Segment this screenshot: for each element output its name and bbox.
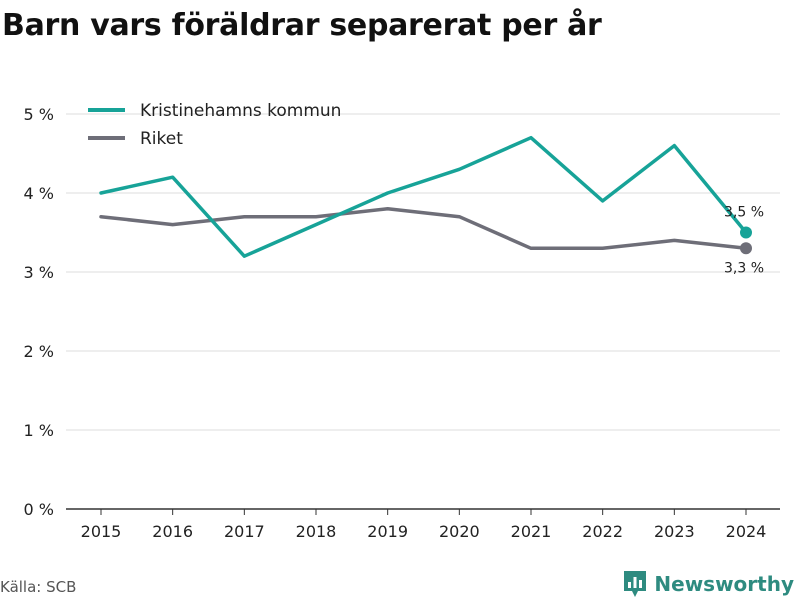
x-axis (66, 508, 780, 515)
y-tick-label: 1 % (24, 421, 54, 440)
brand-name: Newsworthy (654, 572, 794, 596)
x-tick-label: 2023 (654, 522, 695, 541)
x-tick-label: 2017 (224, 522, 265, 541)
x-tick-label: 2024 (726, 522, 767, 541)
end-value-label: 3,5 % (724, 205, 764, 221)
newsworthy-logo-icon (624, 571, 647, 597)
series-endpoints: 3,5 % 3,3 % (724, 205, 764, 277)
x-tick-label: 2020 (439, 522, 480, 541)
x-tick-label: 2019 (367, 522, 408, 541)
grid-lines (66, 113, 780, 431)
end-value-label: 3,3 % (724, 260, 764, 276)
x-tick-label: 2015 (81, 522, 122, 541)
legend: Kristinehamns kommun Riket (88, 101, 341, 149)
series-line-0 (99, 135, 748, 258)
y-tick-label: 0 % (24, 500, 54, 519)
legend-label: Kristinehamns kommun (140, 101, 341, 121)
y-tick-label: 3 % (24, 263, 54, 282)
x-tick-label: 2021 (511, 522, 552, 541)
x-tick-label: 2018 (296, 522, 337, 541)
y-tick-label: 5 % (24, 105, 54, 124)
y-axis-tick-labels: 0 % 1 % 2 % 3 % 4 % 5 % (24, 105, 54, 519)
chart-title: Barn vars föräldrar separerat per år (2, 8, 602, 43)
legend-label: Riket (140, 129, 183, 149)
brand-logo: Newsworthy (622, 569, 794, 599)
series-endpoint-0 (740, 226, 752, 239)
x-tick-label: 2016 (152, 522, 193, 541)
source-note: Källa: SCB (0, 578, 77, 596)
x-axis-tick-labels: 2015 2016 2017 2018 2019 2020 2021 2022 2023 2024 (81, 522, 767, 541)
y-tick-label: 2 % (24, 342, 54, 361)
series-lines (99, 135, 748, 258)
series-line-1 (99, 207, 748, 251)
x-tick-label: 2022 (582, 522, 623, 541)
series-endpoint-1 (740, 242, 752, 255)
y-tick-label: 4 % (24, 184, 54, 203)
